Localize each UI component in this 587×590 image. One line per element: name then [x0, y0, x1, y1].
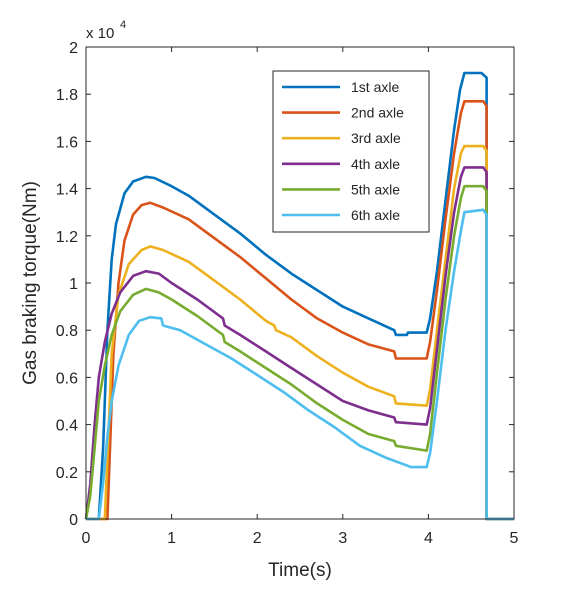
legend-label-3: 3rd axle	[351, 130, 401, 146]
x-tick-label: 5	[510, 530, 519, 547]
y-tick-label: 1.8	[56, 87, 78, 104]
y-tick-label: 1.6	[56, 134, 78, 151]
legend-label-6: 6th axle	[351, 207, 400, 223]
legend-label-1: 1st axle	[351, 79, 399, 95]
series-line-4	[84, 166, 514, 521]
y-tick-label: 0.4	[56, 418, 78, 435]
legend-label-4: 4th axle	[351, 156, 400, 172]
y-tick-label: 1.4	[56, 182, 78, 199]
x-tick-label: 3	[338, 530, 347, 547]
y-tick-label: 0	[69, 512, 78, 529]
y-tick-label: 2	[69, 40, 78, 57]
legend-label-5: 5th axle	[351, 181, 400, 197]
series-line-2	[86, 100, 514, 521]
x-tick-labels: 0 1 2 3 4 5	[82, 530, 519, 547]
series-line-3	[86, 144, 514, 521]
x-tick-label: 2	[253, 530, 262, 547]
series-line-1	[86, 71, 514, 521]
series-line-6	[86, 208, 514, 521]
y-tick-label: 1.2	[56, 229, 78, 246]
y-tick-label: 0.6	[56, 370, 78, 387]
y-tick-label: 0.8	[56, 323, 78, 340]
y-axis-multiplier: x 10	[86, 25, 114, 42]
legend: 1st axle 2nd axle 3rd axle 4th axle 5th axle…	[272, 70, 430, 233]
legend-items: 1st axle 2nd axle 3rd axle 4th axle 5th axle…	[282, 79, 404, 223]
series-lines	[84, 71, 514, 521]
series-line-5	[84, 184, 514, 521]
y-tick-label: 1	[69, 276, 78, 293]
x-tick-label: 1	[167, 530, 176, 547]
legend-box	[272, 70, 430, 233]
y-tick-labels: 0 0.2 0.4 0.6 0.8 1 1.2 1.4 1.6 1.8 2	[56, 40, 78, 529]
legend-label-2: 2nd axle	[351, 105, 404, 121]
x-tick-label: 4	[424, 530, 433, 547]
y-axis-label: Gas braking torque(Nm)	[20, 181, 41, 385]
y-tick-label: 0.2	[56, 465, 78, 482]
y-axis-exponent: 4	[120, 19, 126, 31]
axis-ticks	[85, 46, 515, 520]
x-tick-label: 0	[82, 530, 91, 547]
x-axis-label: Time(s)	[268, 560, 332, 581]
